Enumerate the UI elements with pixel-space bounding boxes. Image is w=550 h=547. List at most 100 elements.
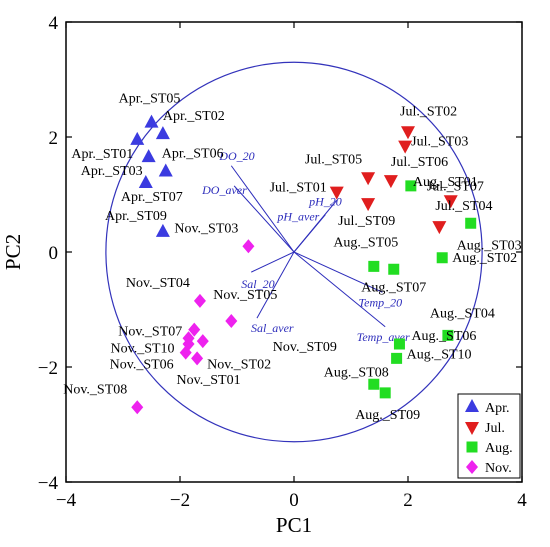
point-marker-triangle-up <box>155 223 170 237</box>
loading-label: Sal_aver <box>251 321 294 335</box>
y-tick-label: 4 <box>49 13 59 34</box>
point-label: Aug._ST02 <box>452 251 517 266</box>
point-marker-triangle-down <box>443 195 458 209</box>
loading-vector <box>293 251 386 328</box>
point-label: Nov._ST02 <box>207 357 271 372</box>
point-label: Jul._ST03 <box>411 135 468 150</box>
point-marker-diamond <box>191 351 204 366</box>
point-marker-diamond <box>131 400 144 415</box>
point-label: Aug._ST04 <box>430 306 495 321</box>
point-marker-square <box>442 329 454 341</box>
point-marker-triangle-down <box>361 198 376 212</box>
point-marker-triangle-up <box>144 114 159 128</box>
point-marker-diamond <box>182 337 195 351</box>
x-tick-label: 0 <box>289 490 299 511</box>
point-label: Nov._ST01 <box>177 373 241 388</box>
point-marker-square <box>465 217 477 229</box>
y-tick-label: −2 <box>38 358 58 379</box>
point-marker-diamond <box>193 293 206 308</box>
point-marker-triangle-down <box>432 221 447 235</box>
point-label: Jul._ST02 <box>400 104 457 119</box>
point-marker-triangle-down <box>398 140 413 154</box>
point-marker-diamond <box>225 314 238 328</box>
point-label: Jul._ST09 <box>338 214 395 229</box>
legend-marker-diamond <box>466 460 478 474</box>
loading-label: Temp_20 <box>359 295 403 309</box>
loading-vector <box>293 251 383 293</box>
point-label: Aug._ST09 <box>355 408 420 423</box>
loading-vector <box>233 185 295 253</box>
loading-vector <box>256 251 295 319</box>
point-label: Jul._ST07 <box>427 179 484 194</box>
y-tick-label: 0 <box>49 243 59 264</box>
point-label: Aug._ST06 <box>411 329 476 344</box>
loading-label: pH_20 <box>308 194 342 208</box>
point-marker-square <box>391 352 403 364</box>
point-label: Apr._ST02 <box>163 109 225 124</box>
point-marker-square <box>436 252 448 264</box>
point-marker-triangle-up <box>158 163 173 177</box>
legend-marker-square <box>466 441 478 453</box>
legend-label: Apr. <box>485 401 510 416</box>
point-marker-triangle-up <box>141 149 156 163</box>
y-tick-label: −4 <box>38 473 59 494</box>
legend-label: Aug. <box>485 441 513 456</box>
y-tick-label: 2 <box>49 128 59 149</box>
point-label: Jul._ST05 <box>305 152 362 167</box>
x-tick-label: −2 <box>170 490 190 511</box>
point-label: Aug._ST10 <box>407 347 472 362</box>
point-marker-diamond <box>188 322 201 337</box>
x-tick-label: 2 <box>403 490 413 511</box>
y-axis-label: PC2 <box>1 234 25 270</box>
legend: Apr. Jul. Aug. Nov. <box>457 393 521 479</box>
point-marker-square <box>405 180 417 192</box>
point-label: Apr._ST06 <box>162 147 224 162</box>
point-marker-square <box>368 260 380 272</box>
point-label: Aug._ST05 <box>333 235 398 250</box>
point-label: Jul._ST06 <box>391 155 448 170</box>
point-label: Nov._ST07 <box>118 325 182 340</box>
point-label: Aug._ST07 <box>361 280 426 295</box>
legend-marker-triangle-down <box>465 422 479 435</box>
point-label: Aug._ST03 <box>457 238 522 253</box>
point-label: Apr._ST09 <box>105 209 167 224</box>
point-marker-diamond <box>196 334 209 349</box>
plot-layer: DO_20 DO_aver pH_aver pH_20 Sal_20 Sal_aver Te… <box>63 61 522 443</box>
loading-label: Sal_20 <box>241 277 274 291</box>
loading-vector <box>230 165 295 253</box>
point-marker-triangle-down <box>329 186 344 200</box>
point-marker-triangle-up <box>130 131 145 145</box>
loading-label: DO_20 <box>218 149 254 163</box>
point-marker-square <box>379 387 391 399</box>
point-marker-square <box>393 338 405 350</box>
point-label: Aug._ST01 <box>413 175 478 190</box>
loading-label: pH_aver <box>276 210 319 224</box>
loading-vector <box>251 251 295 273</box>
point-marker-triangle-down <box>361 172 376 186</box>
point-marker-triangle-up <box>138 175 153 188</box>
point-label: Nov._ST04 <box>126 276 190 291</box>
x-axis-label: PC1 <box>276 513 312 537</box>
point-marker-square <box>388 263 400 275</box>
point-label: Jul._ST04 <box>435 199 492 214</box>
loading-vector <box>293 199 338 253</box>
loading-label: DO_aver <box>201 183 247 197</box>
point-label: Nov._ST06 <box>110 358 174 373</box>
point-label: Nov._ST03 <box>174 221 238 236</box>
point-marker-triangle-down <box>401 126 415 140</box>
point-marker-triangle-up <box>155 126 170 140</box>
legend-marker-triangle-up <box>465 399 479 412</box>
legend-label: Nov. <box>485 461 512 476</box>
x-tick-label: −4 <box>56 490 77 511</box>
legend-label: Jul. <box>485 421 505 436</box>
axis-layer: −4 −2 0 2 4 4 2 0 −2 −4 PC1 PC2 <box>1 13 527 537</box>
point-label: Nov._ST05 <box>213 288 277 303</box>
point-label: Nov._ST10 <box>111 341 175 356</box>
point-marker-triangle-down <box>383 175 398 189</box>
x-tick-label: 4 <box>517 490 527 511</box>
point-label: Apr._ST05 <box>119 92 181 107</box>
point-marker-diamond <box>242 239 255 254</box>
point-label: Apr._ST07 <box>121 190 183 205</box>
point-label: Nov._ST08 <box>63 382 127 397</box>
correlation-circle <box>105 61 483 443</box>
